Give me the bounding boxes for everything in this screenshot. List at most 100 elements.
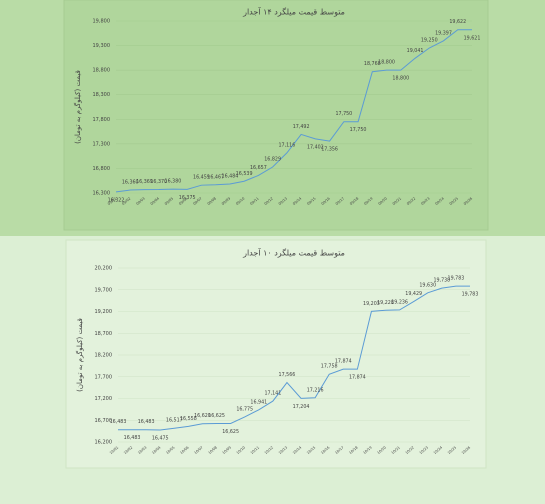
- x-tick-label: 09/10: [235, 196, 245, 206]
- y-tick-label: 17,300: [93, 141, 111, 147]
- y-tick-label: 19,700: [95, 287, 113, 293]
- data-label: 19,622: [449, 19, 466, 25]
- data-label: 16,625: [222, 429, 239, 435]
- data-label: 16,625: [208, 413, 225, 419]
- data-label: 16,829: [264, 157, 281, 163]
- data-label: 16,620: [194, 413, 211, 419]
- x-tick-label: 09/03: [135, 196, 145, 206]
- x-tick-label: 10/03: [137, 445, 147, 455]
- x-tick-label: 10/17: [334, 445, 344, 455]
- x-tick-label: 09/22: [406, 196, 416, 206]
- line: [118, 285, 470, 431]
- data-label: 16,380: [165, 179, 182, 185]
- x-tick-label: 09/23: [420, 196, 430, 206]
- chart-box: [65, 239, 487, 469]
- x-tick-label: 10/13: [278, 445, 288, 455]
- y-tick-label: 18,200: [95, 353, 113, 359]
- data-label: 17,750: [350, 127, 367, 133]
- chart-title: متوسط قیمت میلگرد ۱۴ آجدار: [242, 7, 345, 17]
- y-tick-label: 16,300: [93, 191, 111, 197]
- data-label: 19,630: [419, 282, 436, 288]
- data-label: 19,429: [405, 291, 422, 297]
- y-axis-label: قیمت (کیلوگرم به تومان): [75, 318, 84, 392]
- data-label: 19,250: [421, 38, 438, 44]
- x-tick-label: 09/21: [392, 196, 402, 206]
- x-tick-label: 09/02: [121, 196, 131, 206]
- x-tick-label: 10/24: [433, 445, 444, 455]
- x-tick-label: 09/25: [449, 196, 459, 206]
- data-label: 16,369: [136, 179, 153, 185]
- x-tick-label: 10/14: [292, 445, 303, 455]
- x-tick-label: 10/07: [193, 445, 203, 455]
- y-tick-label: 16,800: [93, 166, 111, 172]
- y-tick-label: 19,200: [95, 309, 113, 315]
- data-label: 16,467: [207, 174, 224, 180]
- x-tick-label: 10/02: [123, 445, 133, 455]
- y-tick-label: 18,700: [95, 331, 113, 337]
- x-tick-label: 09/08: [207, 196, 217, 206]
- data-label: 16,558: [180, 416, 197, 422]
- x-tick-label: 10/05: [165, 445, 175, 455]
- data-label: 16,375: [179, 195, 196, 201]
- data-label: 17,758: [321, 364, 338, 370]
- data-label: 17,141: [264, 391, 281, 397]
- x-tick-label: 09/14: [292, 196, 303, 206]
- data-label: 16,484: [222, 173, 239, 179]
- data-label: 19,738: [433, 278, 450, 284]
- data-label: 17,116: [278, 142, 295, 148]
- x-tick-label: 09/18: [349, 196, 359, 206]
- y-tick-label: 17,200: [95, 396, 113, 402]
- data-label: 17,750: [335, 111, 352, 117]
- data-label: 16,517: [166, 418, 183, 424]
- x-tick-label: 10/04: [151, 445, 162, 455]
- x-tick-label: 09/01: [107, 196, 117, 206]
- data-label: 17,356: [321, 147, 338, 153]
- data-label: 16,360: [122, 180, 139, 186]
- y-tick-label: 19,800: [93, 19, 111, 25]
- data-label: 16,459: [193, 175, 210, 181]
- data-label: 16,941: [250, 399, 267, 405]
- x-tick-label: 09/16: [321, 196, 331, 206]
- x-tick-label: 09/11: [249, 196, 259, 206]
- data-label: 17,402: [307, 144, 324, 150]
- x-tick-label: 10/01: [109, 445, 119, 455]
- x-tick-label: 09/20: [378, 196, 388, 206]
- x-tick-label: 10/18: [348, 445, 358, 455]
- data-label: 17,874: [335, 359, 352, 365]
- data-label: 17,204: [293, 404, 310, 410]
- data-label: 17,874: [349, 375, 366, 381]
- data-label: 19,228: [377, 300, 394, 306]
- x-tick-label: 09/24: [435, 196, 446, 206]
- data-label: 19,236: [391, 299, 408, 305]
- y-axis-label: قیمت (کیلوگرم به تومان): [73, 70, 82, 144]
- x-tick-label: 09/15: [306, 196, 316, 206]
- data-label: 19,783: [448, 276, 465, 282]
- x-tick-label: 09/26: [463, 196, 473, 206]
- data-label: 19,783: [462, 292, 479, 298]
- x-tick-label: 10/19: [362, 445, 372, 455]
- data-label: 19,621: [464, 35, 481, 41]
- data-label: 16,483: [110, 419, 127, 425]
- y-tick-label: 17,800: [93, 117, 111, 123]
- x-tick-label: 09/17: [335, 196, 345, 206]
- x-tick-label: 10/06: [179, 445, 189, 455]
- data-label: 16,322: [108, 197, 125, 203]
- line: [115, 29, 473, 193]
- data-label: 19,041: [407, 48, 424, 54]
- x-tick-label: 10/20: [377, 445, 387, 455]
- x-tick-label: 10/15: [306, 445, 316, 455]
- x-tick-label: 09/19: [363, 196, 373, 206]
- x-tick-label: 09/05: [164, 196, 174, 206]
- chart-box: [63, 0, 489, 231]
- y-tick-label: 17,700: [95, 374, 113, 380]
- x-tick-label: 10/22: [405, 445, 415, 455]
- data-label: 17,566: [279, 372, 296, 378]
- x-tick-label: 10/08: [208, 445, 218, 455]
- y-tick-label: 18,300: [93, 92, 111, 98]
- x-tick-label: 09/04: [150, 196, 161, 206]
- x-tick-label: 09/06: [178, 196, 188, 206]
- y-tick-label: 16,700: [95, 418, 113, 424]
- x-tick-label: 10/25: [447, 445, 457, 455]
- data-label: 17,216: [307, 387, 324, 393]
